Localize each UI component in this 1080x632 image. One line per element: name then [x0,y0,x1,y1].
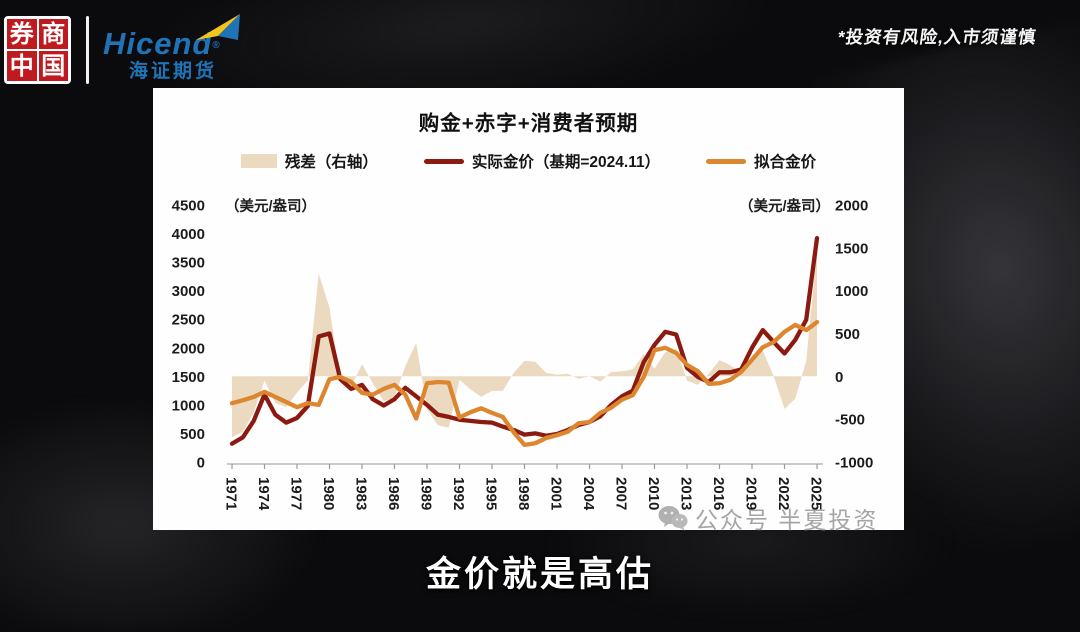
x-tick-label: 2022 [775,477,792,510]
logo-divider [86,16,89,84]
x-tick-label: 1980 [320,477,337,510]
left-axis-tick-label: 2500 [172,312,205,329]
left-axis-tick-label: 3500 [172,255,205,272]
left-axis-tick-label: 4000 [172,226,205,243]
hicend-logo: Hicend® 海证期货 [103,14,240,82]
x-tick-label: 1986 [385,477,402,510]
x-tick-label: 1998 [515,477,532,510]
fitted-gold-price-line [229,319,820,448]
registered-mark: ® [212,40,220,51]
header-logo-row: 券 商 中 国 Hicend® 海证期货 [4,14,240,84]
chart-title: 购金+赤字+消费者预期 [418,112,639,135]
actual-gold-price-line [229,235,820,446]
left-axis-tick-label: 1000 [172,397,205,414]
x-tick-label: 2019 [743,477,760,510]
hicend-wordmark: Hicend® [103,14,240,61]
risk-disclaimer: *投资有风险,入市须谨慎 [836,27,1039,47]
video-caption: 金价就是高估 [425,555,654,594]
quanshang-zhongguo-seal-logo: 券 商 中 国 [4,16,71,84]
x-tick-label: 1989 [418,477,435,510]
x-tick-label: 2025 [808,477,825,510]
left-axis-unit-label: （美元/盎司） [225,197,316,215]
gold-price-chart: 1971 1974 1977 1980 1983 1986 1989 1992 1995 1998… [172,197,874,511]
seal-char: 券 [6,18,38,50]
x-tick-label: 2013 [678,477,695,510]
x-tick-label: 2004 [580,477,597,511]
chart-panel: 1971 1974 1977 1980 1983 1986 1989 1992 1995 1998… [153,88,904,533]
right-axis-tick-label: -500 [835,412,865,429]
legend-item-fitted-gold-price: 拟合金价 [706,150,816,172]
legend-item-residual: 残差（右轴） [240,150,378,172]
legend-label: 拟合金价 [754,154,817,171]
left-axis-tick-label: 4500 [172,198,205,215]
x-tick-label: 1974 [255,477,272,511]
right-axis-tick-label: -1000 [835,455,873,472]
right-axis-tick-label: 0 [835,369,843,386]
x-tick-label: 1995 [483,477,500,510]
x-tick-label: 1977 [288,477,305,510]
x-tick-label: 2010 [645,477,662,510]
x-tick-label: 2016 [710,477,727,510]
x-tick-label: 1971 [223,477,240,510]
residual-area-swatch [240,154,277,168]
left-axis-tick-label: 3000 [172,283,205,300]
watermark-text: 公众号 半夏投资 [695,507,879,533]
wechat-watermark: 公众号 半夏投资 [658,501,878,535]
hicend-name-text: Hicend [103,26,213,61]
actual-price-line-swatch [423,158,464,164]
fitted-price-line-swatch [706,158,747,164]
seal-char: 中 [6,50,38,82]
hicend-chinese-subtitle: 海证期货 [129,61,218,82]
hicend-swoosh-arrow-icon [196,14,240,40]
right-axis-tick-label: 1500 [835,240,868,257]
residual-area [232,250,817,438]
x-tick-label: 2001 [548,477,565,510]
seal-char: 商 [37,18,69,50]
x-tick-label: 1983 [353,477,370,510]
right-axis-tick-label: 1000 [835,283,868,300]
legend-item-actual-gold-price: 实际金价（基期=2024.11） [423,150,661,172]
left-axis-tick-label: 1500 [172,369,205,386]
right-axis-tick-label: 2000 [835,198,868,215]
right-axis-unit-label: （美元/盎司） [739,197,830,215]
right-axis-tick-label: 500 [835,326,860,343]
left-axis-tick-label: 500 [180,426,205,443]
x-tick-label: 2007 [613,477,630,510]
seal-char: 国 [37,50,69,82]
x-tick-label: 1992 [450,477,467,510]
legend-label: 实际金价（基期=2024.11） [471,154,661,171]
left-axis-tick-label: 2000 [172,340,205,357]
chart-legend: 残差（右轴） 实际金价（基期=2024.11） 拟合金价 [153,150,904,172]
left-axis-tick-label: 0 [197,455,205,472]
wechat-icon [658,506,688,531]
legend-label: 残差（右轴） [284,154,378,171]
